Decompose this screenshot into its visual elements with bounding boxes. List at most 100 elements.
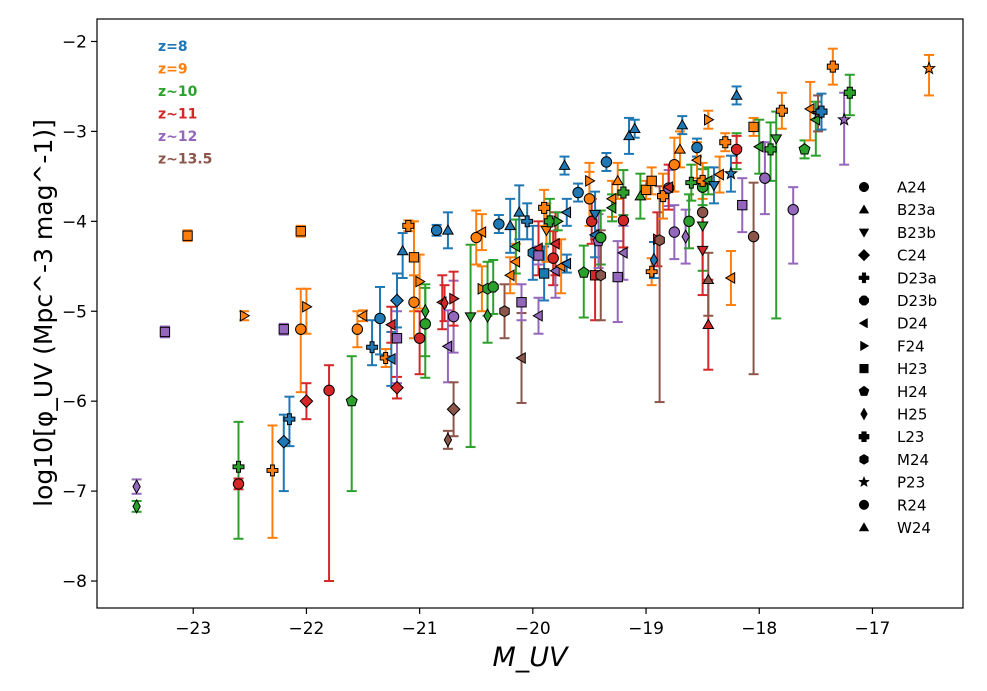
data-point	[283, 413, 296, 426]
legend-marker-icon	[857, 248, 871, 262]
data-point	[430, 224, 443, 237]
data-point	[391, 333, 403, 344]
data-point	[654, 234, 665, 247]
data-point	[753, 140, 764, 153]
data-point	[558, 159, 571, 170]
data-point	[449, 292, 460, 305]
y-tick-label: −5	[62, 302, 87, 322]
data-point	[413, 332, 426, 344]
data-point	[232, 478, 245, 490]
data-point	[612, 271, 623, 283]
data-point	[503, 269, 515, 282]
x-tick-label: −20	[515, 619, 551, 639]
marker-legend-label: B23a	[897, 201, 936, 219]
data-point	[132, 479, 141, 495]
data-point	[475, 226, 487, 239]
data-point	[560, 206, 572, 219]
y-tick-label: −4	[62, 212, 87, 232]
data-point	[764, 143, 777, 156]
data-point	[623, 129, 636, 141]
data-point	[617, 186, 630, 199]
data-point	[447, 310, 460, 323]
data-point	[487, 281, 499, 293]
data-point	[396, 244, 409, 256]
data-point	[521, 215, 534, 228]
data-point	[702, 273, 715, 285]
data-point	[676, 118, 689, 130]
data-point	[702, 318, 715, 330]
data-point	[815, 105, 828, 118]
marker-legend-label: L23	[897, 428, 924, 446]
redshift-legend-label: z~13.5	[158, 152, 212, 168]
data-point	[617, 214, 630, 227]
data-point	[826, 60, 839, 73]
error-bar	[788, 186, 799, 265]
data-point	[239, 309, 251, 322]
data-point	[278, 324, 289, 335]
marker-legend-label: H24	[897, 383, 927, 401]
marker-legend-item: R24	[858, 496, 927, 514]
marker-legend-item: F24	[860, 337, 925, 355]
data-point	[540, 226, 553, 237]
data-point	[402, 219, 415, 232]
error-bar	[748, 181, 759, 376]
data-point	[605, 201, 617, 214]
legend-marker-icon	[860, 340, 870, 352]
data-point	[668, 158, 681, 171]
data-point	[775, 104, 788, 117]
x-axis-title: M_UV	[492, 642, 570, 673]
marker-legend-label: H25	[897, 406, 927, 424]
error-bar	[703, 251, 714, 317]
data-point	[351, 323, 364, 335]
error-bar	[578, 244, 589, 319]
data-point	[159, 326, 171, 338]
data-point	[516, 297, 527, 308]
redshift-legend-label: z~11	[158, 107, 197, 123]
data-point	[560, 257, 572, 270]
data-point	[345, 394, 358, 407]
x-tick-label: −17	[854, 619, 890, 639]
marker-legend-item: B23a	[858, 201, 936, 219]
data-point	[730, 89, 743, 100]
data-point	[681, 229, 690, 245]
plot-frame	[96, 18, 964, 609]
data-point	[295, 323, 307, 335]
legend-marker-icon	[858, 385, 870, 396]
data-point	[390, 293, 404, 308]
data-point	[295, 226, 306, 237]
data-point	[696, 245, 709, 257]
data-point	[737, 199, 748, 211]
data-point	[628, 122, 641, 133]
redshift-legend-label: z~10	[158, 84, 198, 100]
y-tick-label: −7	[62, 482, 87, 502]
marker-legend-item: H23	[859, 360, 927, 378]
data-point	[595, 231, 607, 244]
data-point	[673, 143, 687, 154]
data-point	[770, 134, 783, 145]
data-point	[464, 312, 477, 323]
y-axis-ticks: −8 −7 −6 −5 −4 −3 −2	[62, 32, 97, 592]
data-point	[843, 86, 856, 99]
redshift-legend-label: z=8	[158, 39, 188, 55]
marker-legend-label: R24	[897, 496, 927, 514]
redshift-legend: z=8 z=9 z~10 z~11 z~12 z~13.5	[158, 39, 212, 168]
data-point	[379, 352, 392, 364]
data-point	[374, 312, 386, 325]
data-point	[583, 193, 596, 205]
data-point	[408, 296, 420, 308]
data-point	[748, 121, 759, 133]
data-point	[696, 221, 709, 233]
data-point	[356, 309, 368, 322]
data-point	[724, 271, 736, 285]
y-tick-label: −8	[62, 572, 87, 592]
plot-area	[97, 19, 963, 608]
data-point	[549, 237, 560, 250]
data-point	[662, 181, 673, 194]
data-point	[302, 300, 313, 313]
data-point	[837, 112, 852, 126]
legend-marker-icon	[858, 181, 870, 193]
x-tick-label: −19	[628, 619, 664, 639]
data-point	[605, 192, 617, 205]
data-point	[441, 340, 453, 353]
